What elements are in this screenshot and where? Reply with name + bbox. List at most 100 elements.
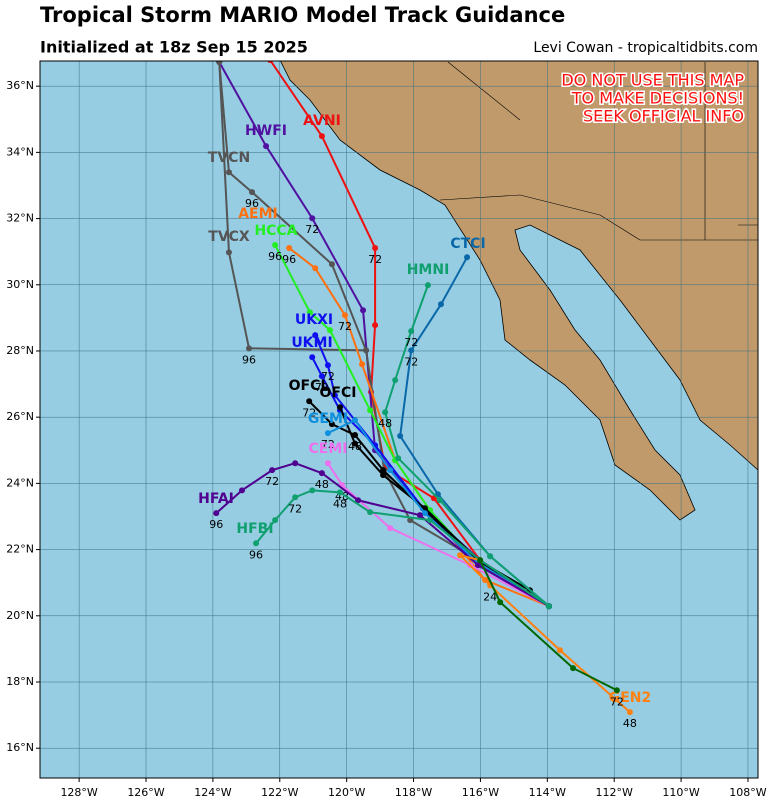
track-name: HFAI — [198, 491, 234, 507]
x-tick-label: 128°W — [60, 786, 97, 799]
forecast-hour: 96 — [268, 250, 282, 263]
track-point — [312, 332, 319, 339]
track-point — [253, 540, 260, 547]
map-area: 72AVNI72HWFI96TVCN96TVCX7296AEMI96HCCA72… — [40, 61, 758, 778]
track-point — [613, 687, 620, 694]
track-point — [464, 254, 471, 261]
track-name: GEMI — [308, 411, 348, 427]
track-point — [336, 489, 343, 496]
track-point — [341, 312, 348, 319]
track-point — [475, 562, 482, 569]
track-name: HCCA — [254, 223, 297, 239]
subtitle: Initialized at 18z Sep 15 2025 — [40, 38, 308, 57]
y-tick-label: 28°N — [6, 344, 34, 357]
track-point — [326, 327, 333, 334]
forecast-hour: 72 — [315, 381, 329, 394]
track-point — [387, 467, 394, 474]
track-point — [352, 417, 359, 424]
forecast-hour: 96 — [242, 353, 256, 366]
track-point — [570, 665, 577, 672]
track-point — [367, 509, 374, 516]
track-name: AVNI — [303, 113, 341, 129]
forecast-hour: 72 — [404, 355, 418, 368]
track-point — [395, 455, 402, 462]
forecast-hour: 96 — [282, 253, 296, 266]
track-point — [309, 354, 316, 361]
track-name: HFBI — [236, 521, 273, 537]
track-point — [380, 472, 387, 479]
track-point — [324, 460, 331, 467]
track-point — [408, 347, 415, 354]
forecast-hour: 48 — [623, 717, 637, 730]
forecast-hour: 96 — [245, 197, 259, 210]
forecast-hour: 72 — [368, 253, 382, 266]
track-point — [437, 301, 444, 308]
forecast-hour: 48 — [333, 497, 347, 510]
forecast-hour: 72 — [265, 475, 279, 488]
track-name: HMNI — [407, 262, 450, 278]
forecast-hour: 72 — [610, 695, 624, 708]
forecast-hour: 72 — [305, 223, 319, 236]
x-tick-label: 110°W — [662, 786, 699, 799]
track-line — [327, 418, 550, 608]
forecast-hour: 72 — [288, 502, 302, 515]
ticks: 128°W 126°W 124°W 122°W 120°W 118°W 116°W 114°W… — [6, 79, 767, 799]
track-point — [238, 487, 245, 494]
forecast-hour: 96 — [209, 518, 223, 531]
y-tick-label: 34°N — [6, 145, 34, 158]
track-point — [392, 377, 399, 384]
track-point — [318, 373, 325, 380]
track-point — [309, 487, 316, 494]
track-point — [352, 432, 359, 439]
track-line — [479, 559, 618, 692]
track-name: HWFI — [245, 123, 287, 139]
x-tick-label: 112°W — [596, 786, 633, 799]
track-point — [246, 345, 253, 352]
track-point — [318, 133, 325, 140]
track-point — [487, 553, 494, 560]
track-name: OFCL — [289, 378, 330, 394]
track-point — [292, 460, 299, 467]
track-point — [286, 245, 293, 252]
forecast-hour: 48 — [378, 417, 392, 430]
track-point — [457, 552, 464, 559]
track-point — [352, 440, 359, 447]
track-point — [306, 398, 313, 405]
track-point — [363, 347, 370, 354]
track-point — [324, 362, 331, 369]
warning-line: TO MAKE DECISIONS! — [571, 89, 744, 108]
x-tick-label: 120°W — [328, 786, 365, 799]
track-point — [328, 261, 335, 268]
track-point — [249, 189, 256, 196]
forecast-hour: 72 — [302, 406, 316, 419]
y-tick-label: 16°N — [6, 741, 34, 754]
track-point — [426, 517, 433, 524]
track-point — [477, 557, 484, 564]
track-point — [372, 322, 379, 329]
track-point — [497, 599, 504, 606]
track-point — [225, 249, 232, 256]
y-tick-label: 22°N — [6, 543, 34, 556]
track-name: OFCI — [320, 385, 357, 401]
track-point — [263, 143, 270, 150]
tracks: 72AVNI72HWFI96TVCN96TVCX7296AEMI96HCCA72… — [198, 61, 651, 730]
x-tick-label: 116°W — [462, 786, 499, 799]
frame — [39, 60, 759, 779]
x-tick-label: 126°W — [127, 786, 164, 799]
track-point — [359, 361, 366, 368]
track-point — [312, 265, 319, 272]
track-point — [397, 433, 404, 440]
track-point — [626, 709, 633, 716]
track-name: TVCN — [208, 150, 250, 166]
x-tick-label: 108°W — [729, 786, 766, 799]
forecast-hour: 72 — [321, 438, 335, 451]
track-point — [269, 467, 276, 474]
track-line — [218, 61, 367, 352]
track-name: TVCX — [208, 229, 250, 245]
warning-line: SEEK OFFICIAL INFO — [583, 107, 744, 126]
track-point — [557, 647, 564, 654]
track-name: CTCI — [450, 236, 485, 252]
track-point — [213, 510, 220, 517]
credit: Levi Cowan - tropicaltidbits.com — [533, 40, 758, 56]
track-point — [545, 603, 552, 610]
